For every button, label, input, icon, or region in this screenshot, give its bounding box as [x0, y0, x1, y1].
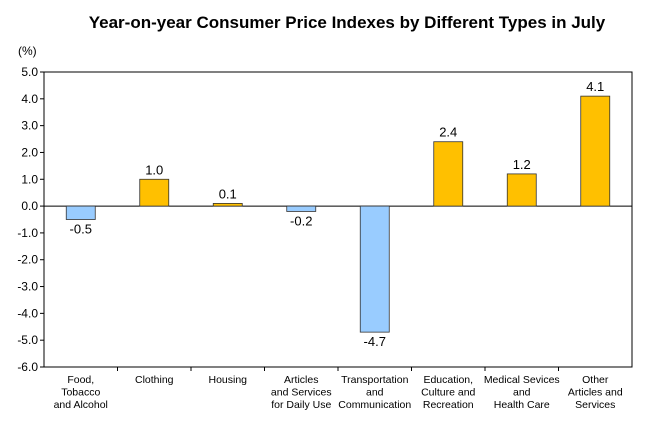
category-label: Services [575, 399, 615, 411]
chart-title: Year-on-year Consumer Price Indexes by D… [89, 13, 606, 32]
y-tick-label: -5.0 [17, 333, 38, 347]
y-tick-label: -3.0 [17, 280, 38, 294]
category-label: Clothing [135, 374, 174, 386]
category-label: Health Care [494, 399, 550, 411]
data-label: 2.4 [439, 125, 457, 140]
data-label: -4.7 [364, 334, 386, 349]
plot-area: 5.0 4.0 3.0 2.0 1.0 0.0 -1.0 -2.0 -3.0 -4.0 -5.0 -6… [17, 65, 633, 411]
plot-frame [43, 71, 633, 368]
category-label: Culture and [421, 387, 475, 399]
y-axis-unit-label: (%) [18, 44, 37, 58]
bar [359, 205, 390, 333]
bar [212, 203, 243, 207]
data-label: -0.5 [70, 222, 92, 237]
category-label: and [366, 387, 384, 399]
y-tick-label: 0.0 [21, 199, 38, 213]
y-tick-label: -2.0 [17, 253, 38, 267]
y-tick-label: 3.0 [21, 119, 38, 133]
y-tick-label: 1.0 [21, 172, 38, 186]
category-label: Articles [284, 374, 318, 386]
bar [506, 173, 537, 207]
category-label: Medical Sevices [484, 374, 560, 386]
bar [65, 205, 96, 220]
category-label: Communication [338, 399, 411, 411]
data-label: 4.1 [586, 79, 604, 94]
data-label: 1.0 [145, 162, 163, 177]
bar [433, 141, 464, 207]
category-label: Recreation [423, 399, 474, 411]
category-label: Education, [423, 374, 473, 386]
category-label: and Alcohol [54, 399, 108, 411]
category-label: Transportation [341, 374, 408, 386]
y-tick-label: 2.0 [21, 145, 38, 159]
data-label: 1.2 [513, 157, 531, 172]
category-label: and [513, 387, 531, 399]
category-label: Articles and [568, 387, 623, 399]
y-tick-label: 4.0 [21, 92, 38, 106]
category-label: Other [582, 374, 609, 386]
y-tick-label: -4.0 [17, 306, 38, 320]
y-tick-label: -6.0 [17, 360, 38, 374]
category-label: Food, [67, 374, 94, 386]
bar [286, 205, 317, 212]
category-label: and Services [271, 387, 332, 399]
category-label: Housing [208, 374, 247, 386]
data-label: 0.1 [219, 186, 237, 201]
category-label: Tobacco [61, 387, 100, 399]
y-tick-label: 5.0 [21, 65, 38, 79]
bar [139, 178, 170, 207]
y-tick-label: -1.0 [17, 226, 38, 240]
data-label: -0.2 [290, 213, 312, 228]
bar [580, 95, 611, 207]
category-label: for Daily Use [271, 399, 331, 411]
